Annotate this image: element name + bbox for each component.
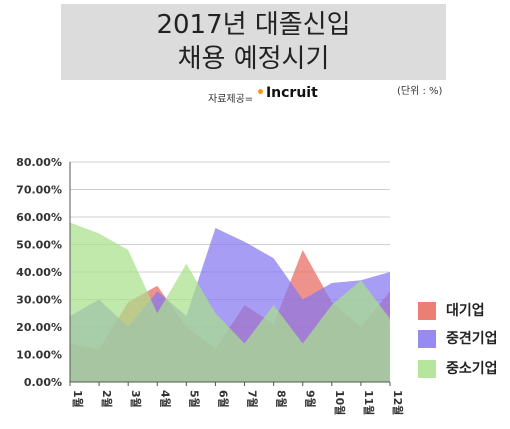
chart-axes xyxy=(69,162,391,386)
x-tick-label: 2월 xyxy=(100,390,114,408)
y-tick-label: 60.00% xyxy=(16,211,62,224)
legend-swatch xyxy=(418,302,436,320)
legend-swatch xyxy=(418,360,436,378)
x-tick-label: 3월 xyxy=(129,390,143,408)
y-tick-label: 70.00% xyxy=(16,184,62,197)
y-tick-label: 10.00% xyxy=(16,349,62,362)
x-tick-label: 5월 xyxy=(187,390,201,408)
x-tick-label: 10월 xyxy=(333,390,347,415)
logo-dot-icon: • xyxy=(256,85,265,101)
legend-label: 중소기업 xyxy=(446,361,498,377)
chart-title-line-1: 2017년 대졸신입 xyxy=(156,10,351,40)
chart-title-line-2: 채용 예정시기 xyxy=(177,44,330,74)
x-tick-label: 1월 xyxy=(71,390,85,408)
x-tick-label: 7월 xyxy=(246,390,260,408)
y-tick-label: 40.00% xyxy=(16,266,62,279)
x-tick-label: 9월 xyxy=(304,390,318,408)
incruit-logo-text: Incruit xyxy=(265,85,318,101)
x-tick-label: 4월 xyxy=(158,390,172,408)
y-axis-ticks: 0.00% 10.00% 20.00% 30.00% 40.00% 50.00% 60.00… xyxy=(16,156,62,389)
y-tick-label: 50.00% xyxy=(16,239,62,252)
y-tick-label: 0.00% xyxy=(24,376,62,389)
series-area xyxy=(70,222,390,382)
y-tick-label: 30.00% xyxy=(16,294,62,307)
legend-label: 중견기업 xyxy=(446,331,498,347)
y-tick-label: 80.00% xyxy=(16,156,62,169)
chart-title-box: 2017년 대졸신입 채용 예정시기 xyxy=(61,4,446,80)
y-tick-label: 20.00% xyxy=(16,321,62,334)
x-tick-label: 11월 xyxy=(362,390,376,415)
unit-label: (단위 : %) xyxy=(397,86,443,97)
x-axis-ticks: 1월 2월 3월 4월 5월 6월 7월 8월 9월 10월 11월 12월 xyxy=(71,390,405,415)
x-tick-label: 8월 xyxy=(275,390,289,408)
incruit-logo: •Incruit xyxy=(256,85,318,101)
x-tick-label: 6월 xyxy=(216,390,230,408)
legend-swatch xyxy=(418,330,436,348)
x-tick-label: 12월 xyxy=(391,390,405,415)
chart-areas xyxy=(70,222,390,382)
legend-label: 대기업 xyxy=(446,303,485,319)
source-label: 자료제공= xyxy=(208,94,254,105)
